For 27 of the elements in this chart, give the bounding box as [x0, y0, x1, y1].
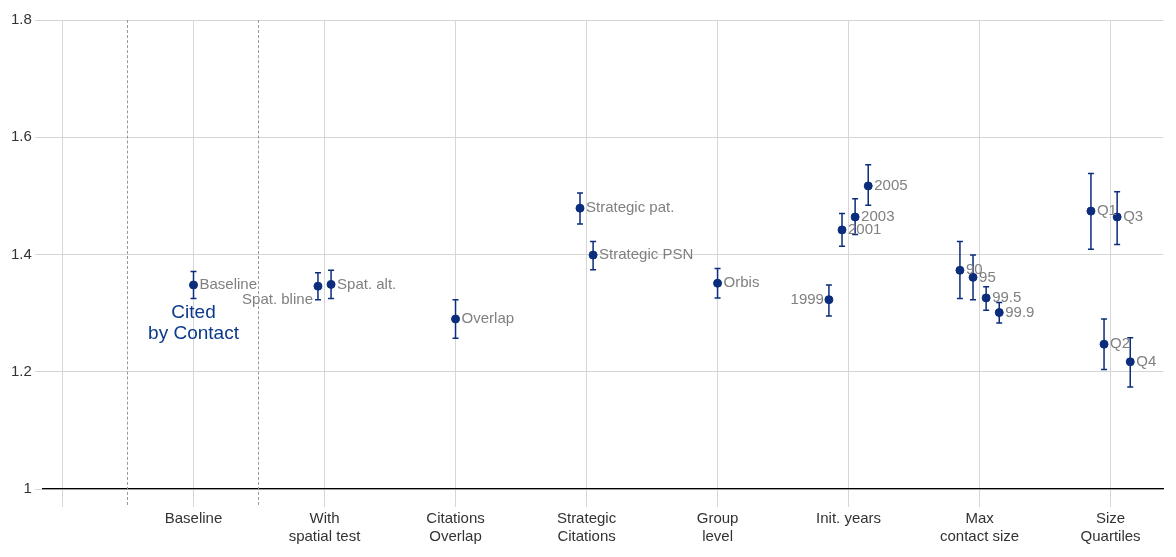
- series-label: Overlap: [461, 309, 515, 327]
- x-tick-label: Size Quartiles: [1080, 509, 1141, 545]
- x-tick-label: With spatial test: [288, 509, 362, 545]
- series-label: Orbis: [723, 273, 760, 291]
- x-tick-label: Group level: [696, 509, 739, 545]
- x-tick-label: Max contact size: [939, 509, 1020, 545]
- series-label: Strategic PSN: [599, 245, 694, 263]
- series-label: Strategic pat.: [586, 198, 675, 216]
- series-label: 1999: [790, 289, 824, 307]
- series-label: Spat. bline: [242, 290, 313, 308]
- y-tick-label: 1: [23, 479, 32, 497]
- x-tick-label: Strategic Citations: [556, 509, 617, 545]
- y-tick-label: 1.8: [10, 10, 32, 28]
- series-label: Spat. alt.: [337, 274, 397, 292]
- x-tick-label: Init. years: [816, 509, 882, 527]
- annotation: Cited by Contact: [148, 301, 240, 344]
- x-tick-label: Citations Overlap: [426, 509, 485, 545]
- series-label: Q3: [1123, 207, 1144, 225]
- y-tick-label: 1.2: [10, 361, 32, 379]
- x-tick-label: Baseline: [164, 509, 223, 527]
- series-label: Q1: [1096, 201, 1117, 219]
- y-tick-label: 1.4: [10, 244, 32, 262]
- series-label: 2003: [861, 207, 895, 225]
- series-label: Baseline: [199, 275, 258, 293]
- y-tick-label: 1.6: [10, 127, 32, 145]
- series-label: 2005: [874, 176, 908, 194]
- series-label: Q4: [1136, 351, 1157, 369]
